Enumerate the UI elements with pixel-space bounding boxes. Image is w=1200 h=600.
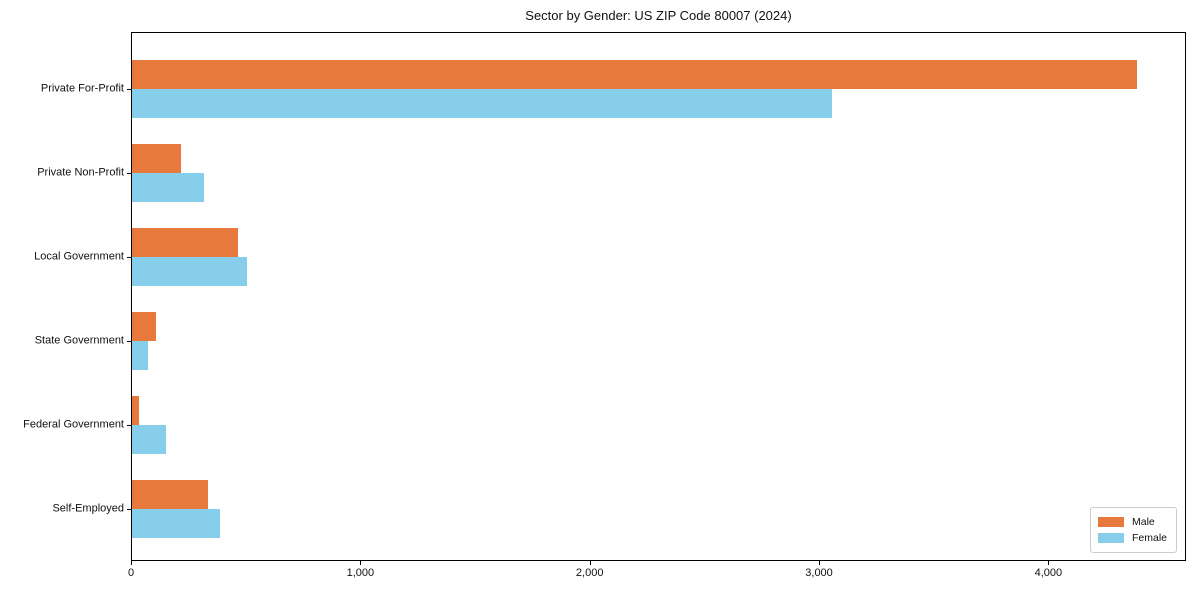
legend-swatch-female bbox=[1098, 533, 1124, 544]
x-tick-label-1000: 1,000 bbox=[346, 567, 375, 579]
y-tick-state-government bbox=[127, 341, 131, 342]
x-tick-2000 bbox=[589, 561, 591, 565]
bar-male-local-government bbox=[132, 228, 238, 257]
x-tick-label-2000: 2,000 bbox=[575, 567, 604, 579]
x-tick-label-0: 0 bbox=[127, 567, 135, 579]
bar-male-private-for-profit bbox=[132, 60, 1137, 89]
x-tick-label-4000: 4,000 bbox=[1034, 567, 1063, 579]
bar-male-self-employed bbox=[132, 480, 208, 509]
y-tick-local-government bbox=[127, 257, 131, 258]
y-tick-private-for-profit bbox=[127, 89, 131, 90]
y-tick-self-employed bbox=[127, 509, 131, 510]
chart-title: Sector by Gender: US ZIP Code 80007 (202… bbox=[525, 8, 792, 23]
y-label-federal-government: Federal Government bbox=[23, 418, 124, 431]
x-tick-0 bbox=[131, 561, 132, 565]
x-tick-3000 bbox=[819, 561, 821, 565]
bar-male-state-government bbox=[132, 312, 156, 341]
y-tick-private-non-profit bbox=[127, 173, 131, 174]
bar-female-private-for-profit bbox=[132, 89, 832, 118]
bar-female-local-government bbox=[132, 257, 247, 286]
legend: Male Female bbox=[1090, 507, 1177, 553]
y-label-local-government: Local Government bbox=[34, 250, 124, 263]
bar-female-private-non-profit bbox=[132, 173, 204, 202]
bar-female-state-government bbox=[132, 341, 148, 370]
bar-male-federal-government bbox=[132, 396, 139, 425]
legend-label-male: Male bbox=[1132, 515, 1155, 528]
legend-label-female: Female bbox=[1132, 532, 1168, 545]
bar-female-federal-government bbox=[132, 425, 166, 454]
y-label-private-for-profit: Private For-Profit bbox=[40, 82, 124, 95]
x-tick-label-3000: 3,000 bbox=[805, 567, 833, 579]
x-tick-1000 bbox=[360, 561, 362, 565]
legend-swatch-male bbox=[1098, 516, 1124, 527]
y-label-state-government: State Government bbox=[34, 334, 124, 347]
bar-male-private-non-profit bbox=[132, 144, 181, 173]
legend-item-male: Male bbox=[1098, 516, 1169, 528]
x-tick-4000 bbox=[1048, 561, 1050, 565]
y-label-self-employed: Self-Employed bbox=[52, 502, 124, 515]
plot-area bbox=[131, 32, 1186, 561]
legend-item-female: Female bbox=[1098, 532, 1169, 544]
y-label-private-non-profit: Private Non-Profit bbox=[37, 166, 124, 179]
y-tick-federal-government bbox=[127, 425, 131, 426]
bar-female-self-employed bbox=[132, 509, 220, 538]
